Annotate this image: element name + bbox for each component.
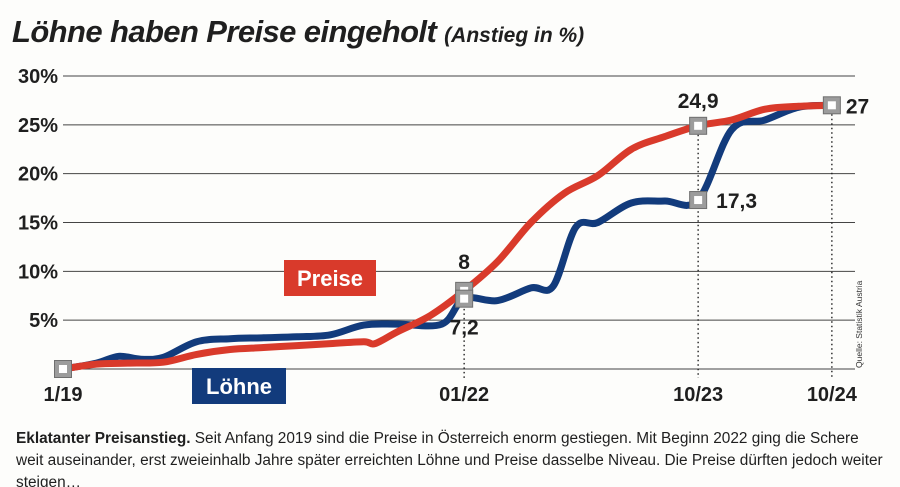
y-tick-label: 15% bbox=[18, 213, 58, 235]
source-note: Quelle: Statistik Austria bbox=[854, 280, 864, 368]
value-marker bbox=[689, 191, 708, 210]
y-tick-label: 10% bbox=[18, 261, 58, 283]
data-label: 17,3 bbox=[716, 190, 757, 213]
caption-text: Seit Anfang 2019 sind die Preise in Öste… bbox=[16, 430, 883, 487]
marker-layer bbox=[54, 96, 841, 378]
chart-subtitle: (Anstieg in %) bbox=[444, 24, 585, 47]
series-label-loehne: Löhne bbox=[192, 368, 286, 404]
series-label-box bbox=[284, 260, 376, 296]
y-tick-label: 30% bbox=[18, 66, 58, 88]
y-tick-label: 20% bbox=[18, 164, 58, 186]
x-tick-label: 1/19 bbox=[44, 384, 83, 406]
value-marker bbox=[455, 289, 474, 308]
series-label-text: Preise bbox=[297, 266, 363, 291]
value-marker-inner bbox=[694, 196, 703, 205]
data-label: 7,2 bbox=[450, 317, 479, 340]
x-tick-label: 10/23 bbox=[673, 384, 723, 406]
y-tick-label: 25% bbox=[18, 115, 58, 137]
caption-lead: Eklatanter Preisanstieg. bbox=[16, 430, 191, 447]
value-marker-inner bbox=[827, 101, 836, 110]
series-line-preise bbox=[59, 101, 836, 373]
value-marker bbox=[54, 360, 72, 378]
value-marker-inner bbox=[59, 365, 67, 373]
label-layer: Preise Löhne 8 7,2 24,9 17,3 27 Quelle: Statist… bbox=[192, 90, 869, 404]
x-tick-label: 01/22 bbox=[439, 384, 489, 406]
value-marker bbox=[822, 96, 841, 115]
data-label: 27 bbox=[846, 95, 869, 118]
chart-title: Löhne haben Preise eingeholt bbox=[12, 14, 437, 49]
x-tick-label: 10/24 bbox=[807, 384, 858, 406]
chart-caption: Eklatanter Preisanstieg. Seit Anfang 201… bbox=[16, 428, 886, 487]
chart-title-row: Löhne haben Preise eingeholt (Anstieg in … bbox=[12, 14, 584, 50]
series-label-preise: Preise bbox=[284, 260, 376, 296]
value-marker-inner bbox=[460, 294, 469, 303]
series-label-box bbox=[192, 368, 286, 404]
series-label-text: Löhne bbox=[206, 374, 272, 399]
value-marker bbox=[689, 116, 708, 135]
data-label: 8 bbox=[458, 251, 470, 274]
series-layer bbox=[59, 101, 836, 373]
grid-layer: 5% 10% 15% 20% 25% 30% 1/19 01/22 10/23 10/24 bbox=[18, 66, 858, 406]
y-tick-label: 5% bbox=[29, 310, 58, 332]
series-line-loehne bbox=[59, 101, 836, 373]
data-label: 24,9 bbox=[678, 90, 719, 113]
value-marker-inner bbox=[694, 121, 703, 130]
